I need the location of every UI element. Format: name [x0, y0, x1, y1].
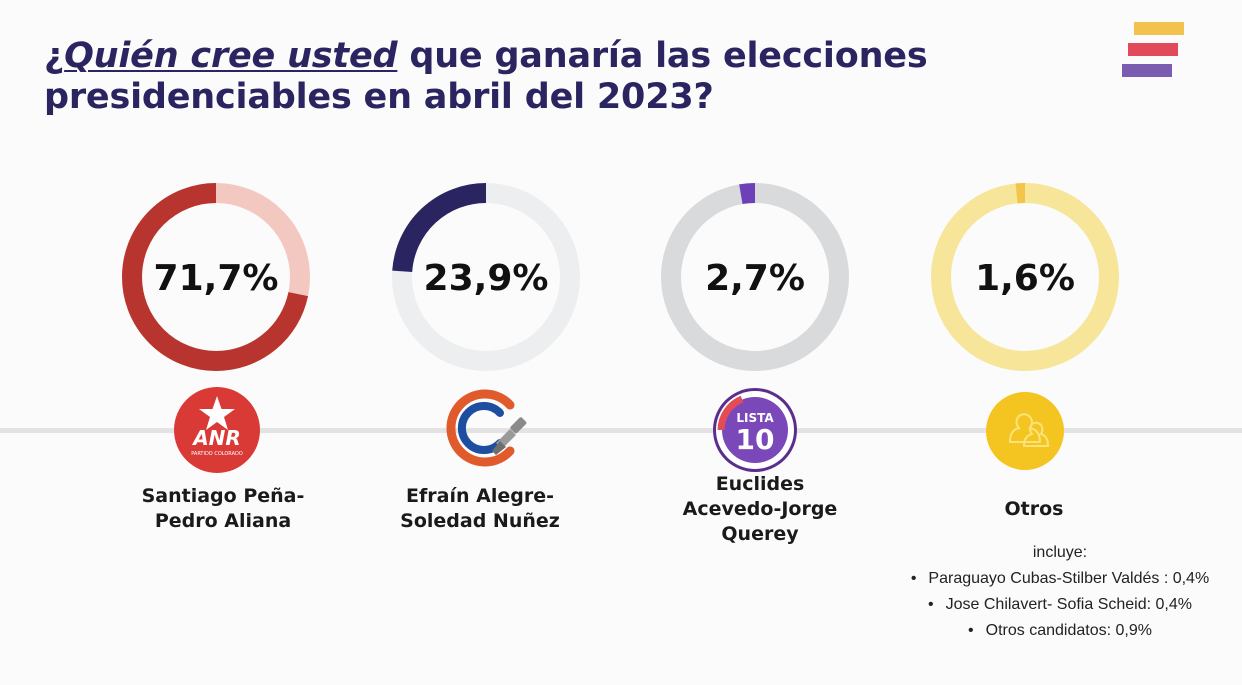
donut-percent-label: 1,6% — [975, 258, 1075, 299]
lista-logo-number: 10 — [736, 423, 775, 456]
candidate-name-otros: Otros — [1004, 498, 1064, 520]
anr-emblem-icon: ANR PARTIDO COLORADO — [174, 387, 260, 473]
brand-bar-yellow — [1134, 22, 1184, 35]
candidate-name-pena: Santiago Peña- Pedro Aliana — [141, 485, 305, 532]
anr-logo-subtext: PARTIDO COLORADO — [191, 451, 243, 457]
page-title: ¿Quién cree usted que ganaría las elecci… — [44, 36, 928, 118]
title-line2: presidenciables en abril del 2023? — [44, 77, 714, 117]
otros-notes-intro: incluye: — [1032, 544, 1088, 561]
otros-note-item: Jose Chilavert- Sofia Scheid: 0,4% — [905, 593, 1215, 617]
donut-value-arc — [392, 183, 580, 371]
donut-4: 1,6% — [931, 183, 1119, 371]
brand-logo — [1122, 22, 1184, 78]
donut-3: 2,7% — [661, 183, 849, 371]
lista-10-emblem-icon: LISTA 10 — [713, 388, 797, 472]
donut-2: 23,9% — [392, 183, 580, 371]
otros-notes-list: Paraguayo Cubas-Stilber Valdés : 0,4% Jo… — [905, 567, 1215, 643]
anr-logo-text: ANR — [191, 426, 241, 450]
divider-line — [0, 428, 1242, 433]
otros-logo — [986, 392, 1064, 470]
candidate-name-alegre: Efraín Alegre- Soledad Nuñez — [400, 485, 560, 532]
brand-bar-purple — [1122, 64, 1172, 77]
candidate-name-acevedo: Euclides Acevedo-Jorge Querey — [682, 473, 838, 545]
donut-1: 71,7% — [122, 183, 310, 371]
title-line1: que ganaría las elecciones — [409, 36, 928, 76]
title-question-mark: ¿ — [44, 36, 65, 76]
otros-people-icon — [986, 392, 1064, 470]
donut-value-arc — [931, 183, 1119, 371]
lista-logo-text: LISTA — [736, 411, 774, 425]
donut-percent-label: 2,7% — [705, 258, 805, 299]
otros-notes: incluye: Paraguayo Cubas-Stilber Valdés … — [905, 541, 1215, 645]
brand-bar-red — [1128, 43, 1178, 56]
lista-10-logo: LISTA 10 — [712, 387, 798, 473]
concertacion-c-brush-icon — [446, 389, 527, 467]
donut-percent-label: 23,9% — [424, 258, 549, 299]
donut-value-arc — [122, 183, 310, 371]
anr-logo: ANR PARTIDO COLORADO — [174, 387, 260, 473]
otros-note-item: Paraguayo Cubas-Stilber Valdés : 0,4% — [905, 567, 1215, 591]
donut-value-arc — [661, 183, 849, 371]
concertacion-logo — [440, 385, 527, 471]
title-highlight: Quién cree usted — [64, 36, 398, 76]
donut-percent-label: 71,7% — [154, 258, 279, 299]
otros-note-item: Otros candidatos: 0,9% — [905, 619, 1215, 643]
